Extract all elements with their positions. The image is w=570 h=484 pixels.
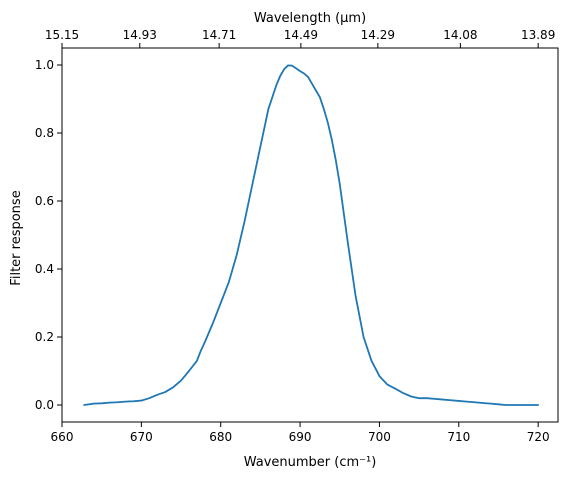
x-axis-label: Wavenumber (cm⁻¹) bbox=[244, 455, 377, 470]
plot-frame bbox=[61, 47, 559, 423]
x-tick-label: 670 bbox=[130, 430, 153, 444]
top-tick-label: 13.89 bbox=[521, 28, 555, 42]
y-tick-label: 0.4 bbox=[35, 262, 54, 276]
filter-response-line bbox=[83, 64, 540, 406]
y-tick-label: 0.8 bbox=[35, 126, 54, 140]
y-axis-ticks: 0.0 0.2 0.4 0.6 0.8 1.0 bbox=[35, 58, 62, 412]
top-axis-label: Wavelength (μm) bbox=[254, 11, 366, 26]
x-tick-label: 660 bbox=[51, 430, 74, 444]
y-tick-label: 1.0 bbox=[35, 58, 54, 72]
y-tick-label: 0.0 bbox=[35, 398, 54, 412]
top-tick-label: 14.49 bbox=[284, 28, 318, 42]
x-tick-label: 680 bbox=[209, 430, 232, 444]
top-tick-label: 15.15 bbox=[45, 28, 79, 42]
top-tick-label: 14.29 bbox=[361, 28, 395, 42]
y-tick-label: 0.2 bbox=[35, 330, 54, 344]
x-tick-label: 690 bbox=[289, 430, 312, 444]
top-tick-label: 14.08 bbox=[443, 28, 477, 42]
top-tick-label: 14.71 bbox=[202, 28, 236, 42]
x-tick-label: 710 bbox=[447, 430, 470, 444]
x-axis-ticks: 660 670 680 690 700 710 720 bbox=[51, 422, 550, 444]
y-axis-label: Filter response bbox=[9, 190, 24, 285]
top-tick-label: 14.93 bbox=[123, 28, 157, 42]
top-axis-ticks: 15.15 14.93 14.71 14.49 14.29 14.08 13.89 bbox=[45, 28, 555, 48]
x-tick-label: 720 bbox=[527, 430, 550, 444]
x-tick-label: 700 bbox=[368, 430, 391, 444]
y-tick-label: 0.6 bbox=[35, 194, 54, 208]
